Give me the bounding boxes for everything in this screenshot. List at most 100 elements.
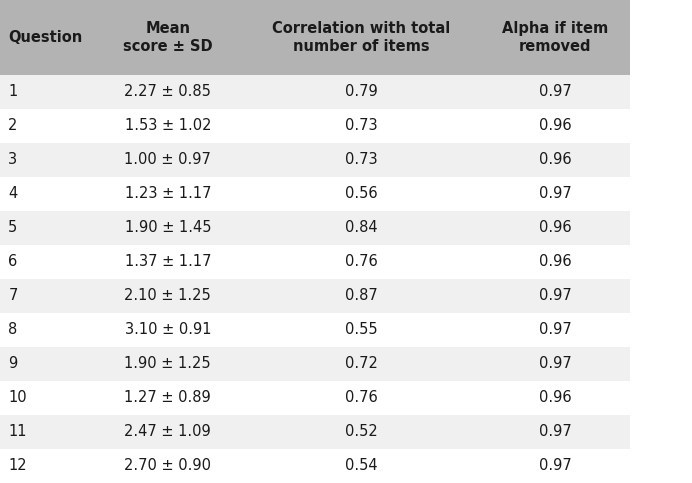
Text: 0.87: 0.87 [345, 288, 378, 303]
Bar [481, 449, 630, 483]
Text: 2.10 ± 1.25: 2.10 ± 1.25 [125, 288, 211, 303]
Text: 4: 4 [8, 186, 17, 201]
Text: 1.53 ± 1.02: 1.53 ± 1.02 [125, 118, 211, 133]
Bar [93, 245, 242, 279]
Text: 6: 6 [8, 255, 17, 270]
Text: 1.37 ± 1.17: 1.37 ± 1.17 [125, 255, 211, 270]
Bar [242, 449, 481, 483]
Bar [0, 279, 93, 313]
Text: 0.97: 0.97 [539, 425, 572, 440]
Text: 0.54: 0.54 [345, 458, 378, 473]
Text: 0.97: 0.97 [539, 85, 572, 99]
Bar [93, 415, 242, 449]
Text: 7: 7 [8, 288, 18, 303]
Text: 0.55: 0.55 [345, 323, 378, 338]
Bar [93, 279, 242, 313]
Bar [481, 0, 630, 75]
Bar [93, 109, 242, 143]
Text: 0.96: 0.96 [539, 390, 572, 406]
Bar [93, 0, 242, 75]
Text: Question: Question [8, 30, 82, 45]
Bar [481, 279, 630, 313]
Bar [93, 381, 242, 415]
Bar [242, 313, 481, 347]
Bar [242, 177, 481, 211]
Bar [481, 211, 630, 245]
Text: Alpha if item
removed: Alpha if item removed [502, 21, 608, 54]
Bar [0, 143, 93, 177]
Bar [0, 449, 93, 483]
Bar [0, 0, 93, 75]
Text: 0.52: 0.52 [345, 425, 378, 440]
Text: 5: 5 [8, 221, 17, 236]
Bar [242, 109, 481, 143]
Bar [242, 347, 481, 381]
Bar [93, 449, 242, 483]
Text: 2.27 ± 0.85: 2.27 ± 0.85 [125, 85, 211, 99]
Text: 1.00 ± 0.97: 1.00 ± 0.97 [125, 153, 211, 168]
Text: 11: 11 [8, 425, 27, 440]
Bar [242, 279, 481, 313]
Bar [481, 381, 630, 415]
Text: 2.47 ± 1.09: 2.47 ± 1.09 [125, 425, 211, 440]
Bar [93, 143, 242, 177]
Text: 0.79: 0.79 [345, 85, 378, 99]
Text: 2: 2 [8, 118, 18, 133]
Text: 0.97: 0.97 [539, 186, 572, 201]
Bar [0, 109, 93, 143]
Text: 3: 3 [8, 153, 17, 168]
Bar [0, 75, 93, 109]
Bar [242, 415, 481, 449]
Bar [93, 211, 242, 245]
Text: 0.76: 0.76 [345, 255, 378, 270]
Bar [481, 177, 630, 211]
Bar [242, 0, 481, 75]
Text: 1: 1 [8, 85, 17, 99]
Bar [93, 347, 242, 381]
Text: 1.27 ± 0.89: 1.27 ± 0.89 [125, 390, 211, 406]
Text: 0.73: 0.73 [345, 153, 378, 168]
Text: Correlation with total
number of items: Correlation with total number of items [273, 21, 450, 54]
Text: 0.97: 0.97 [539, 458, 572, 473]
Text: 10: 10 [8, 390, 27, 406]
Bar [0, 211, 93, 245]
Text: 0.72: 0.72 [345, 356, 378, 371]
Text: 1.90 ± 1.45: 1.90 ± 1.45 [125, 221, 211, 236]
Text: 0.96: 0.96 [539, 255, 572, 270]
Bar [242, 143, 481, 177]
Bar [0, 177, 93, 211]
Bar [93, 313, 242, 347]
Bar [481, 75, 630, 109]
Bar [0, 313, 93, 347]
Bar [481, 245, 630, 279]
Text: 0.56: 0.56 [345, 186, 378, 201]
Text: Mean
score ± SD: Mean score ± SD [123, 21, 212, 54]
Bar [481, 347, 630, 381]
Text: 0.97: 0.97 [539, 356, 572, 371]
Text: 12: 12 [8, 458, 27, 473]
Text: 1.90 ± 1.25: 1.90 ± 1.25 [125, 356, 211, 371]
Bar [0, 245, 93, 279]
Bar [93, 75, 242, 109]
Text: 1.23 ± 1.17: 1.23 ± 1.17 [125, 186, 211, 201]
Text: 3.10 ± 0.91: 3.10 ± 0.91 [125, 323, 211, 338]
Text: 9: 9 [8, 356, 17, 371]
Text: 2.70 ± 0.90: 2.70 ± 0.90 [125, 458, 211, 473]
Text: 0.73: 0.73 [345, 118, 378, 133]
Bar [242, 75, 481, 109]
Bar [0, 381, 93, 415]
Text: 8: 8 [8, 323, 17, 338]
Bar [242, 381, 481, 415]
Text: 0.97: 0.97 [539, 323, 572, 338]
Bar [93, 177, 242, 211]
Bar [481, 415, 630, 449]
Text: 0.96: 0.96 [539, 153, 572, 168]
Bar [242, 245, 481, 279]
Bar [481, 313, 630, 347]
Text: 0.96: 0.96 [539, 118, 572, 133]
Text: 0.96: 0.96 [539, 221, 572, 236]
Text: 0.84: 0.84 [345, 221, 378, 236]
Bar [0, 347, 93, 381]
Bar [0, 415, 93, 449]
Bar [481, 109, 630, 143]
